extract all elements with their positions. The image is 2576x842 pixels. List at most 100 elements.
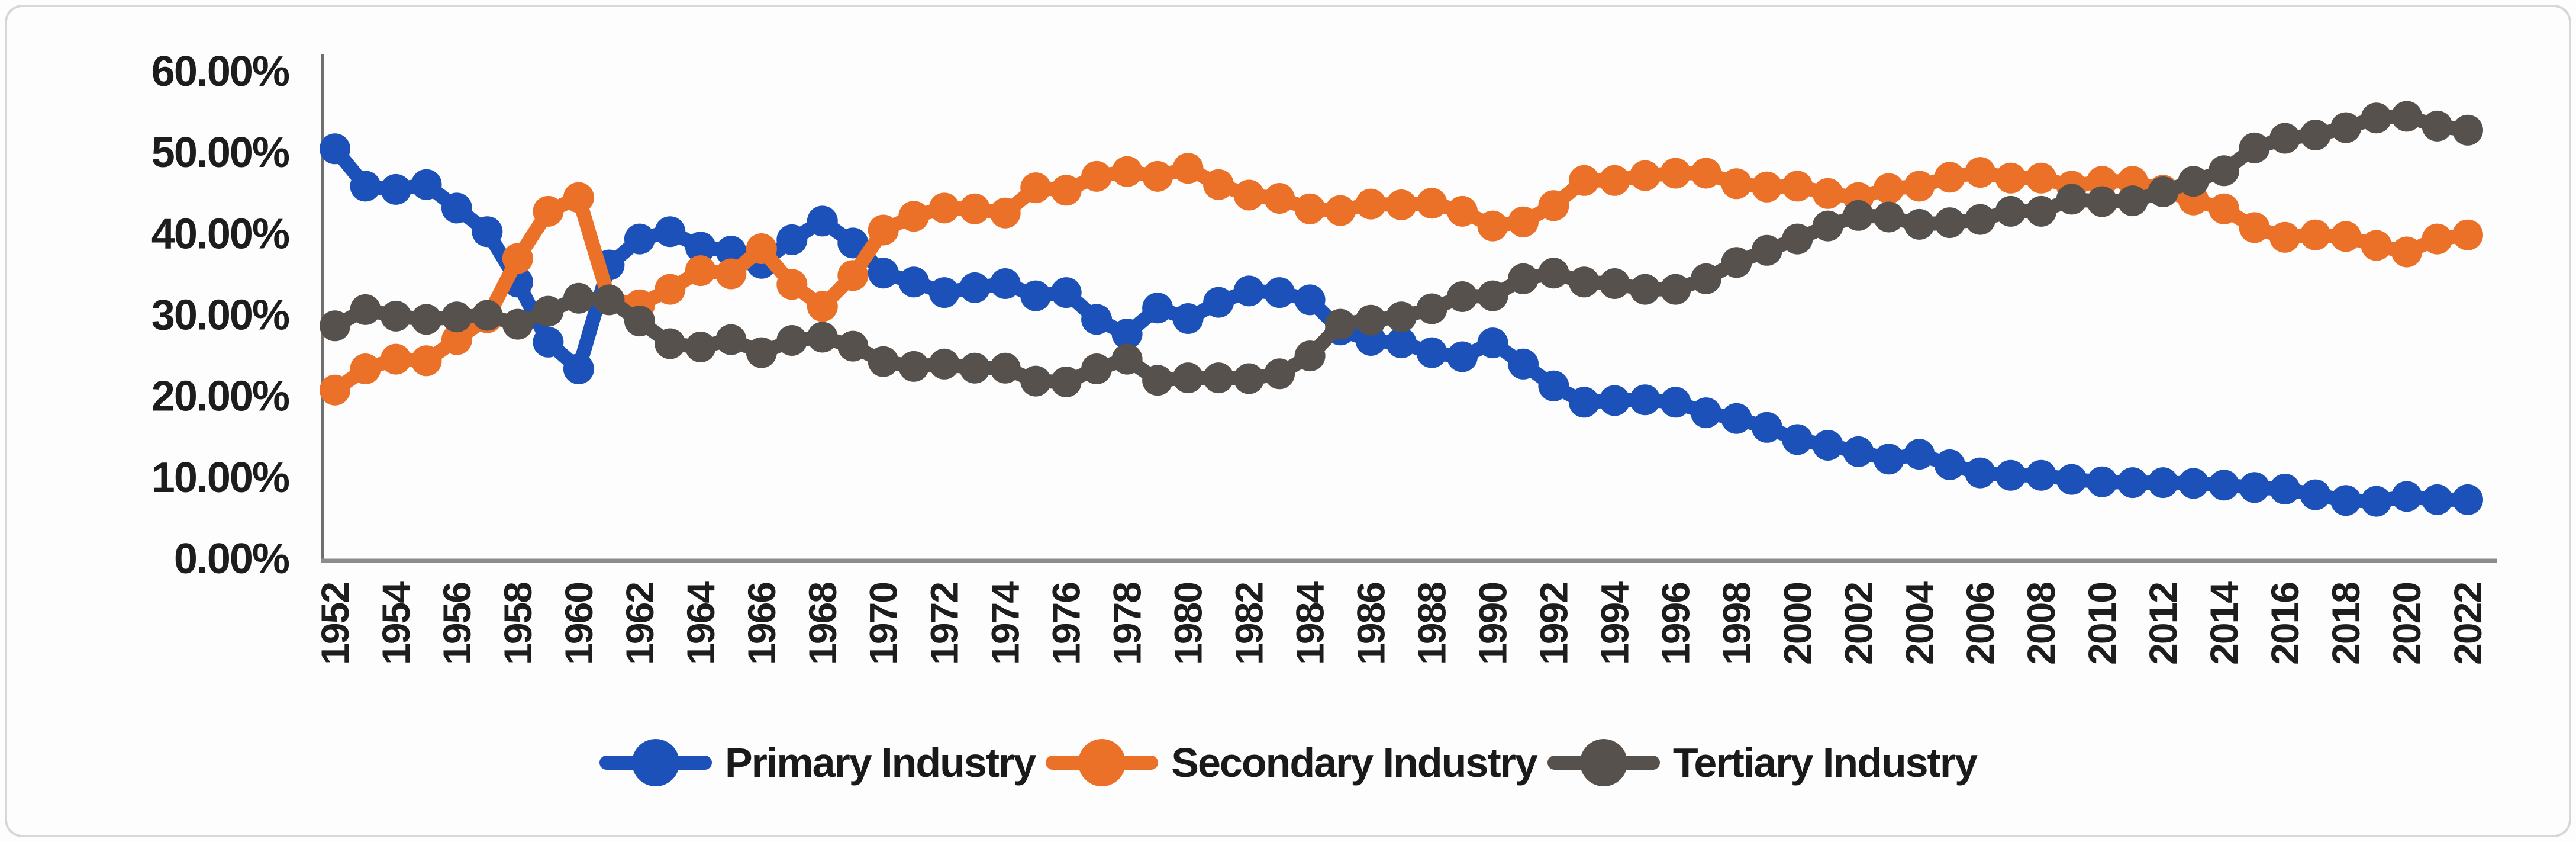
series-point-primary-industry	[2178, 468, 2209, 499]
series-point-primary-industry	[563, 353, 594, 384]
x-tick-label: 1956	[435, 583, 479, 665]
series-point-secondary-industry	[1568, 165, 1600, 196]
series-point-secondary-industry	[2361, 230, 2392, 261]
series-point-tertiary-industry	[1599, 268, 1630, 299]
series-point-secondary-industry	[868, 214, 899, 246]
series-point-tertiary-industry	[1294, 340, 1326, 372]
series-point-tertiary-industry	[2026, 195, 2057, 227]
series-point-tertiary-industry	[320, 310, 350, 342]
series-point-secondary-industry	[1264, 183, 1295, 214]
series-point-tertiary-industry	[2391, 101, 2422, 132]
series-point-tertiary-industry	[837, 330, 869, 362]
series-point-primary-industry	[1751, 412, 1782, 443]
series-point-tertiary-industry	[1355, 304, 1387, 336]
series-point-tertiary-industry	[2087, 186, 2118, 217]
series-point-tertiary-industry	[441, 301, 472, 333]
series-point-tertiary-industry	[2452, 114, 2483, 146]
series-point-secondary-industry	[1599, 165, 1630, 196]
series-point-tertiary-industry	[776, 325, 808, 356]
series-point-primary-industry	[2056, 464, 2087, 495]
series-point-secondary-industry	[1172, 153, 1204, 184]
series-point-primary-industry	[320, 133, 350, 165]
series-point-primary-industry	[1782, 424, 1813, 455]
series-point-primary-industry	[2026, 459, 2057, 491]
series-point-secondary-industry	[2330, 221, 2362, 252]
series-point-secondary-industry	[1325, 195, 1356, 226]
series-point-tertiary-industry	[1142, 365, 1173, 396]
series-point-primary-industry	[1050, 277, 1082, 308]
series-point-tertiary-industry	[1812, 210, 1843, 242]
series-point-secondary-industry	[928, 192, 960, 224]
series-point-secondary-industry	[1386, 189, 1417, 220]
series-point-secondary-industry	[2391, 236, 2422, 268]
series-point-secondary-industry	[1203, 169, 1234, 200]
series-point-tertiary-industry	[898, 351, 930, 382]
series-point-primary-industry	[2148, 467, 2179, 499]
series-point-tertiary-industry	[2117, 185, 2148, 217]
x-tick-label: 1994	[1592, 581, 1636, 665]
x-tick-label: 1968	[801, 583, 844, 665]
series-point-tertiary-industry	[2269, 123, 2301, 154]
series-point-primary-industry	[2300, 479, 2331, 510]
series-point-tertiary-industry	[746, 337, 777, 368]
series-point-primary-industry	[1081, 304, 1113, 335]
series-point-tertiary-industry	[1690, 263, 1721, 294]
series-point-secondary-industry	[563, 182, 594, 213]
series-point-primary-industry	[1873, 444, 1904, 475]
x-tick-label: 2010	[2080, 583, 2124, 665]
series-point-secondary-industry	[807, 291, 838, 322]
series-point-primary-industry	[1812, 430, 1843, 461]
series-point-secondary-industry	[1660, 158, 1691, 189]
series-point-tertiary-industry	[1020, 365, 1052, 397]
y-tick-label: 40.00%	[151, 210, 289, 258]
series-point-secondary-industry	[837, 260, 869, 291]
series-point-secondary-industry	[989, 197, 1021, 229]
series-point-secondary-industry	[1233, 179, 1265, 211]
series-point-primary-industry	[1386, 327, 1417, 359]
series-point-primary-industry	[2361, 486, 2392, 517]
x-tick-label: 1990	[1471, 583, 1514, 665]
y-tick-label: 10.00%	[151, 454, 289, 502]
series-point-primary-industry	[533, 326, 564, 358]
series-point-tertiary-industry	[2209, 155, 2240, 187]
series-point-secondary-industry	[2300, 219, 2331, 250]
primary-series-dot-icon	[631, 739, 679, 786]
x-tick-label: 1954	[374, 581, 418, 665]
secondary-series-marker-icon	[1046, 739, 1159, 786]
series-point-secondary-industry	[1020, 172, 1052, 204]
series-point-primary-industry	[2452, 484, 2483, 515]
series-point-primary-industry	[898, 266, 930, 298]
series-point-tertiary-industry	[2178, 166, 2209, 197]
series-point-secondary-industry	[1721, 168, 1752, 200]
x-tick-label: 1974	[984, 581, 1027, 665]
series-point-secondary-industry	[1965, 157, 1996, 188]
series-point-tertiary-industry	[1843, 200, 1874, 231]
x-tick-label: 1996	[1653, 583, 1697, 665]
series-point-tertiary-industry	[807, 322, 838, 353]
series-point-tertiary-industry	[715, 324, 747, 355]
series-point-tertiary-industry	[594, 284, 625, 316]
series-point-tertiary-industry	[655, 328, 686, 359]
series-point-secondary-industry	[381, 343, 411, 375]
series-point-secondary-industry	[1995, 162, 2026, 194]
series-point-primary-industry	[2117, 467, 2148, 499]
series-point-secondary-industry	[1416, 188, 1447, 219]
series-point-primary-industry	[472, 216, 503, 248]
series-point-secondary-industry	[655, 274, 686, 305]
x-tick-label: 2008	[2019, 583, 2063, 665]
series-point-tertiary-industry	[1629, 274, 1661, 305]
series-point-secondary-industry	[2422, 223, 2453, 255]
series-point-secondary-industry	[2269, 221, 2301, 253]
series-point-tertiary-industry	[1508, 263, 1539, 294]
series-point-primary-industry	[2239, 472, 2270, 503]
series-point-tertiary-industry	[1264, 358, 1295, 390]
series-point-primary-industry	[381, 173, 411, 205]
series-point-secondary-industry	[2209, 193, 2240, 224]
x-tick-label: 1978	[1105, 583, 1149, 665]
primary-series-marker-icon	[599, 739, 712, 786]
series-point-secondary-industry	[1934, 162, 1965, 193]
series-point-primary-industry	[1721, 403, 1752, 434]
series-point-secondary-industry	[685, 255, 716, 287]
series-point-tertiary-industry	[563, 282, 594, 314]
series-point-secondary-industry	[2026, 162, 2057, 194]
